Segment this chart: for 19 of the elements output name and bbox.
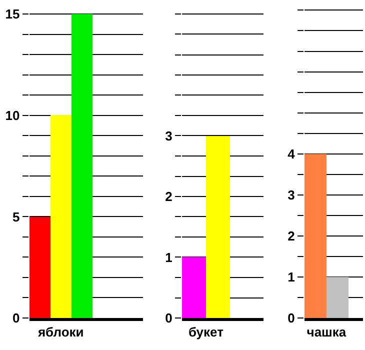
y-tick-label: 1 xyxy=(288,270,295,285)
y-tick-label: 1 xyxy=(165,250,172,265)
x-tick-label: букет xyxy=(188,324,224,340)
y-tick-label: 0 xyxy=(288,310,295,326)
y-tick-label: 15 xyxy=(5,6,20,22)
x-tick-label: чашка xyxy=(306,324,347,340)
y-tick-label: 3 xyxy=(165,128,172,144)
y-tick-label: 3 xyxy=(288,187,295,202)
x-tick-label: яблоки xyxy=(38,324,84,340)
y-tick-label: 0 xyxy=(12,310,20,326)
y-tick-label: 2 xyxy=(165,189,172,204)
y-tick-label: 10 xyxy=(5,108,20,123)
y-tick-label: 5 xyxy=(12,209,20,224)
bar xyxy=(50,115,72,318)
y-tick-label: 4 xyxy=(288,146,296,162)
y-tick-label: 0 xyxy=(165,310,172,326)
y-tick-label: 2 xyxy=(288,228,295,244)
bar xyxy=(29,217,50,318)
bar xyxy=(71,14,92,318)
